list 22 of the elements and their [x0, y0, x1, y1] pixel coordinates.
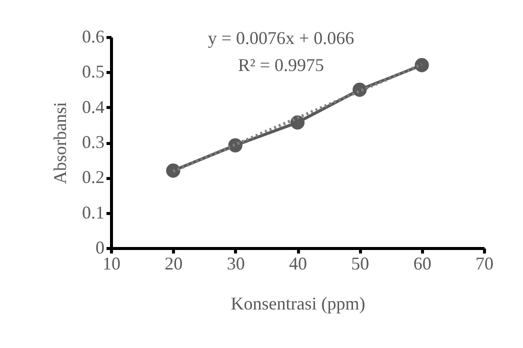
y-tick-label: 0: [96, 238, 104, 258]
y-tick-label: 0.1: [82, 202, 104, 222]
point: [414, 58, 429, 72]
annotation: y = 0.0076x + 0.066: [208, 28, 354, 48]
x-tick-label: 60: [413, 254, 432, 274]
x-tick-label: 40: [289, 254, 307, 274]
y-tick-label: 0.5: [82, 62, 104, 82]
x-tick-label: 30: [226, 254, 245, 274]
y-tick-label: 0.4: [82, 96, 104, 117]
point: [290, 115, 305, 130]
annotation: R² = 0.9975: [238, 55, 324, 75]
x-axis-title: Konsentrasi (ppm): [230, 294, 366, 314]
y-tick-label: 0.2: [82, 167, 104, 188]
y-tick-label: 0.6: [82, 26, 104, 46]
point: [166, 164, 180, 178]
point: [352, 82, 367, 97]
y-axis-title: Absorbansi: [50, 102, 70, 184]
x-tick-label: 50: [351, 254, 370, 274]
x-tick-label: 20: [164, 254, 183, 274]
x-tick-label: 70: [476, 254, 494, 274]
x-tick-label: 10: [102, 254, 120, 274]
y-tick-label: 0.3: [82, 132, 104, 152]
